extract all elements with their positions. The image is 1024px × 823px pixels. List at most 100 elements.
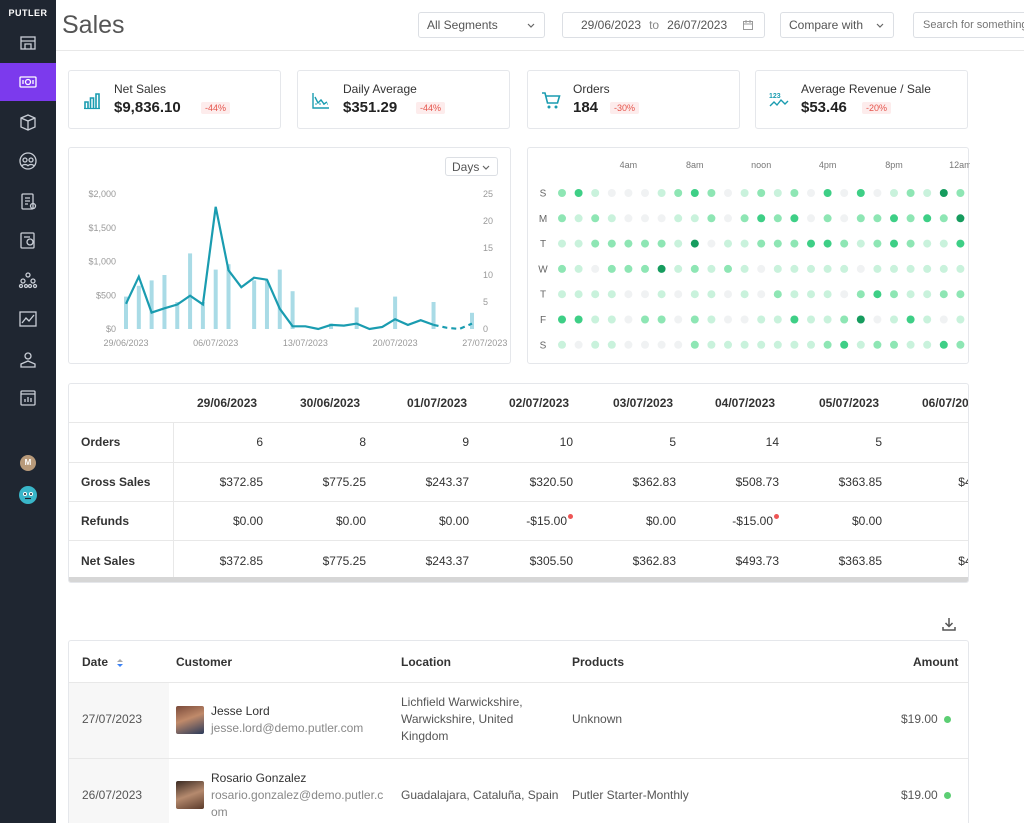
row-divider [69,501,968,502]
bot-avatar-icon[interactable] [19,486,37,504]
table-cell: 14 [765,435,779,449]
heatmap-dot [641,214,649,223]
hierarchy-nav-icon[interactable] [0,261,56,299]
heatmap-dot [657,315,666,324]
heatmap-dot [674,214,683,223]
days-dropdown[interactable]: Days [445,157,498,176]
heatmap-dot [674,315,683,324]
heatmap-dot [607,264,616,273]
sort-icon[interactable] [116,658,124,668]
customer-email-line[interactable]: om [211,805,228,819]
heatmap-dot [641,290,649,299]
heatmap-dot [724,214,732,223]
heatmap-dot [607,340,616,349]
heatmap-dot [856,214,865,223]
products-column-header[interactable]: Products [572,655,625,669]
compare-dropdown[interactable]: Compare with [780,12,894,38]
customers-nav-icon[interactable] [0,142,56,180]
trend-down-chart-icon [312,93,329,109]
table-cell: $243.37 [425,554,469,568]
table-cell: $320.50 [529,475,573,489]
day-label: M [539,214,547,225]
row-label-gross-sales: Gross Sales [81,475,151,489]
date-column-header[interactable]: Date [82,655,124,669]
heatmap-dot [923,290,932,299]
heatmap-dot [856,239,865,248]
heatmap-dot [790,290,799,299]
hour-label: 8pm [885,160,903,170]
audience-nav-icon[interactable] [0,340,56,378]
bar [149,280,154,329]
heatmap-dot [939,340,948,349]
customer-column-header[interactable]: Customer [176,655,233,669]
heatmap-dot [890,239,898,248]
customer-name[interactable]: Rosario Gonzalez [211,771,307,785]
kpi-value: 184 [573,99,599,116]
y-left-tick-label: $1,500 [88,223,116,233]
date-cell-bg [69,759,169,823]
order-amount: $19.00 [901,711,951,728]
customer-name[interactable]: Jesse Lord [211,704,270,718]
heatmap-dot [840,340,849,349]
heatmap-dot [890,290,898,299]
subscriptions-nav-icon[interactable] [0,221,56,259]
kpi-daily-average: Daily Average $351.29 -44% [297,70,510,129]
order-location: Guadalajara, Cataluña, Spain [401,788,559,802]
search-input[interactable] [923,19,1024,31]
heatmap-dot [906,189,915,197]
customer-email-line[interactable]: rosario.gonzalez@demo.putler.c [211,788,384,802]
table-cell: $243.37 [425,475,469,489]
horizontal-scrollbar[interactable] [69,577,968,582]
kpi-change-badge: -44% [201,102,231,114]
heatmap-dot [873,315,882,324]
column-header: 06/07/2023 [922,396,969,410]
heatmap-dot [574,315,583,324]
bar [393,296,398,329]
kpi-label: Daily Average [343,82,417,96]
x-tick-label: 20/07/2023 [373,338,418,348]
home-nav-icon[interactable] [0,24,56,62]
customer-email[interactable]: jesse.lord@demo.putler.com [211,721,364,735]
sales-nav-icon[interactable] [0,63,56,101]
heatmap-dot [956,290,965,299]
heatmap-dot [956,264,965,273]
heatmap-dot [574,239,583,248]
search-box[interactable] [913,12,1024,38]
table-cell: $508.73 [735,475,779,489]
heatmap-dot [591,264,600,273]
status-dot [943,716,951,724]
segments-dropdown[interactable]: All Segments [418,12,545,38]
heatmap-dot [607,290,616,299]
amount-column-header[interactable]: Amount [913,655,959,669]
products-nav-icon[interactable] [0,103,56,141]
trends-nav-icon[interactable] [0,300,56,338]
download-icon[interactable] [941,616,957,632]
bar [188,253,193,329]
table-cell: $0.00 [335,514,366,528]
heatmap-dot [591,214,600,223]
reports-nav-icon[interactable] [0,182,56,220]
table-cell: $363.85 [838,475,882,489]
location-column-header[interactable]: Location [401,655,451,669]
y-right-tick-label: 10 [483,270,493,280]
date-from: 29/06/2023 [581,18,642,32]
heatmap-dot [674,290,683,299]
heatmap-dot [939,239,948,248]
heatmap-dot [657,189,666,197]
heatmap-dot [690,189,699,197]
order-product: Putler Starter-Monthly [572,788,689,802]
heatmap-dot [707,264,716,273]
heatmap-dot [740,290,749,299]
heatmap-dot [690,290,699,299]
x-tick-label: 13/07/2023 [283,338,328,348]
heatmap-dot [641,315,649,324]
heatmap-dot [807,290,815,299]
dashboard-nav-icon[interactable] [0,379,56,417]
heatmap-dot [624,290,633,299]
orders-table: Date Customer Location Products Amount 2… [68,640,969,823]
account-avatar[interactable]: M [20,455,36,471]
table-cell: $775.25 [322,554,366,568]
date-range-picker[interactable]: 29/06/2023 to 26/07/2023 [562,12,765,38]
status-dot [943,792,951,800]
row-divider [69,462,968,463]
